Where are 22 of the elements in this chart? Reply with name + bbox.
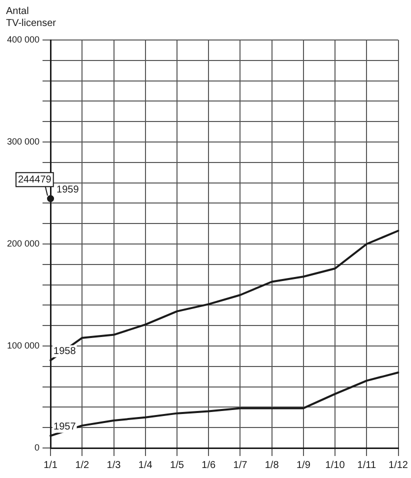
- series-label: 1958: [54, 346, 76, 358]
- y-tick-label: 400 000: [6, 34, 40, 44]
- x-tick-label: 1/7: [233, 460, 248, 471]
- x-tick-label: 1/5: [170, 460, 184, 471]
- y-tick-label: 300 000: [6, 136, 40, 146]
- x-tick-label: 1/4: [138, 460, 153, 471]
- y-axis-title: Antal TV-licenser: [6, 6, 57, 29]
- y-tick-label: 200 000: [6, 238, 40, 248]
- x-tick-label: 1/3: [106, 460, 122, 471]
- x-tick-label: 1/10: [325, 460, 346, 471]
- x-tick-label: 1/12: [388, 460, 408, 471]
- x-tick-label: 1/11: [357, 460, 376, 471]
- x-tick-label: 1/8: [264, 460, 280, 471]
- x-tick-label: 1/1: [44, 460, 58, 471]
- x-tick-label: 1/2: [75, 460, 90, 471]
- series-label: 1959: [56, 184, 80, 196]
- data-label: 244479: [18, 174, 52, 186]
- y-tick-label: 0: [34, 442, 40, 452]
- series-label: 1957: [54, 422, 76, 433]
- x-tick-label: 1/9: [296, 460, 311, 471]
- y-tick-label: 100 000: [6, 340, 40, 350]
- x-tick-label: 1/6: [202, 460, 216, 471]
